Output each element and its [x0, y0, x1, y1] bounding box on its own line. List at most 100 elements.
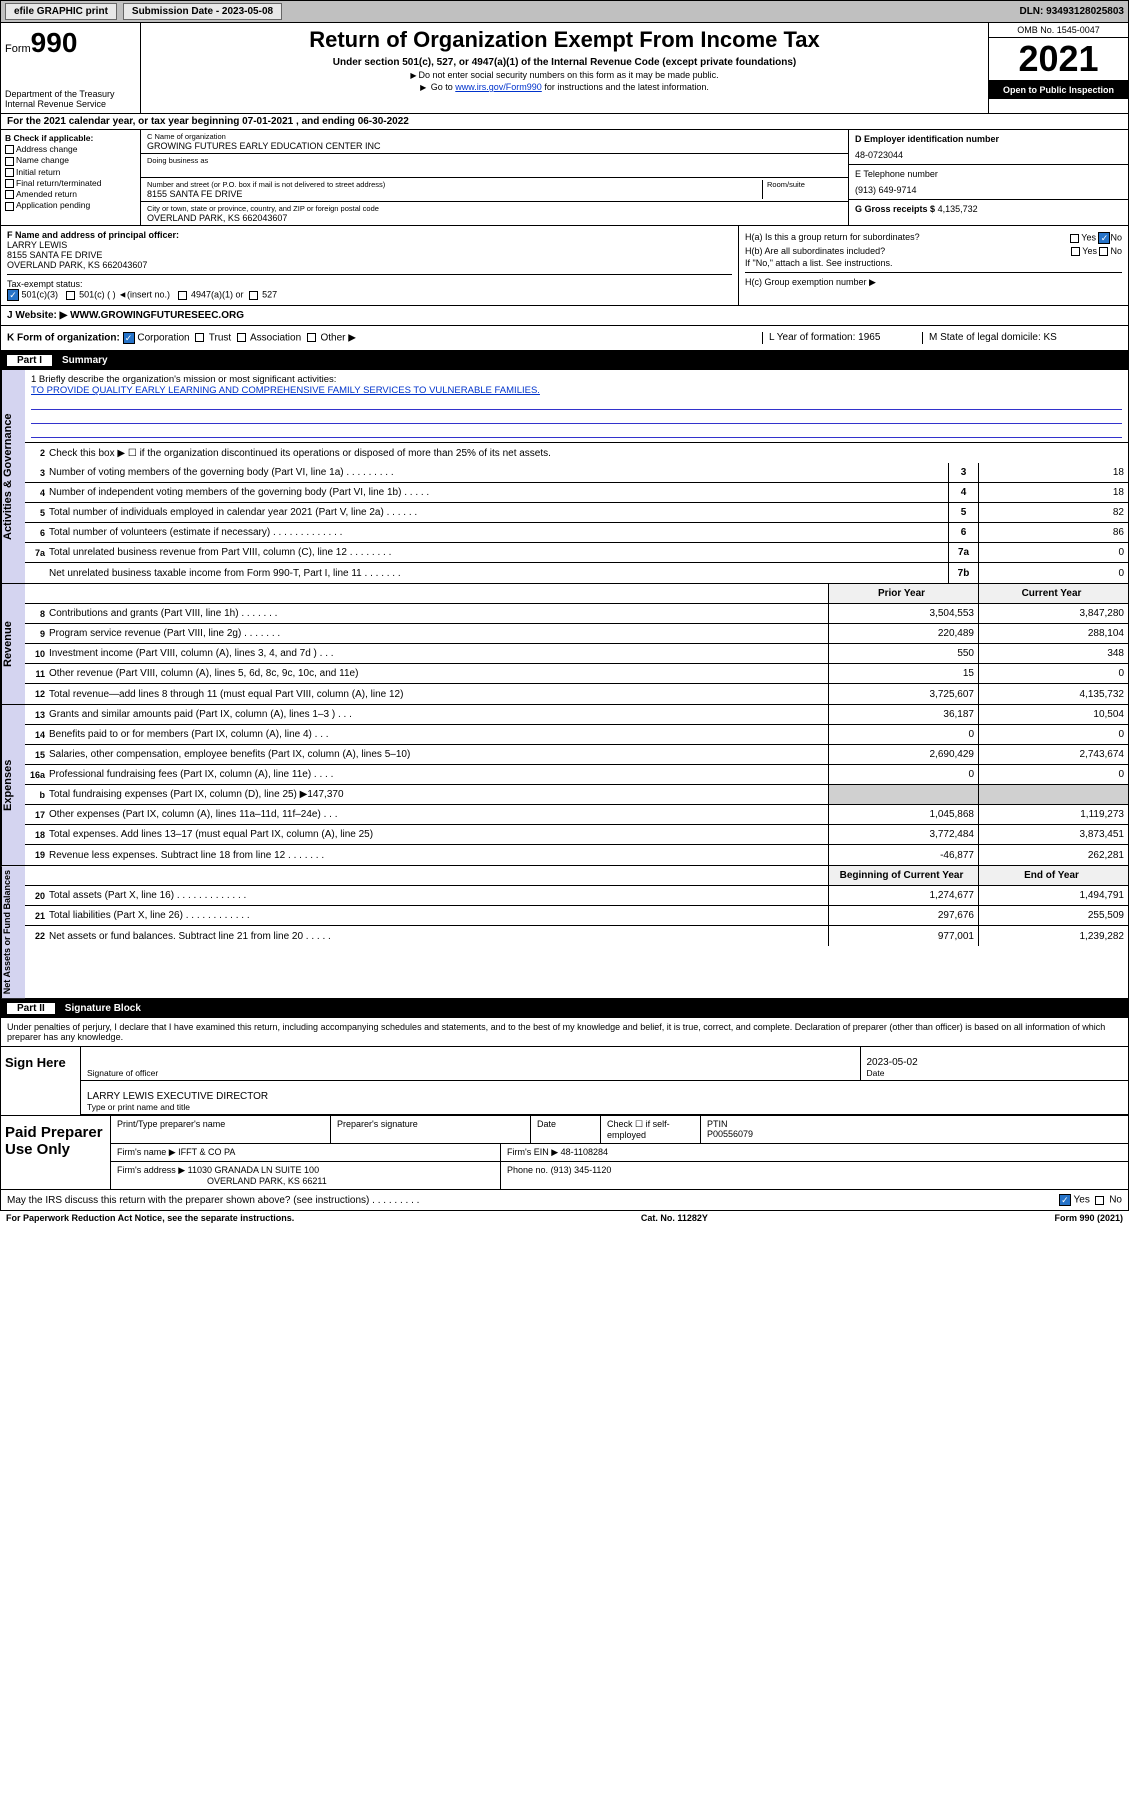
- vtab-rev: Revenue: [1, 584, 25, 704]
- website: WWW.GROWINGFUTURESEEC.ORG: [70, 310, 244, 321]
- irs-link[interactable]: www.irs.gov/Form990: [455, 82, 542, 92]
- cb-501c[interactable]: [66, 291, 75, 300]
- city-lbl: City or town, state or province, country…: [147, 204, 842, 213]
- ein-lbl: D Employer identification number: [855, 134, 1122, 144]
- row-k: K Form of organization: ✓ Corporation Tr…: [0, 326, 1129, 351]
- line-12: 12 Total revenue—add lines 8 through 11 …: [25, 684, 1128, 704]
- line-desc: Other revenue (Part VIII, column (A), li…: [49, 666, 828, 681]
- line-2: 2 Check this box ▶ ☐ if the organization…: [25, 443, 1128, 463]
- prior-val: 220,489: [828, 624, 978, 643]
- line-desc: Benefits paid to or for members (Part IX…: [49, 727, 828, 742]
- city-row: City or town, state or province, country…: [141, 202, 848, 225]
- sig-declaration: Under penalties of perjury, I declare th…: [1, 1018, 1128, 1046]
- begin-year-hdr: Beginning of Current Year: [828, 866, 978, 885]
- current-val: 0: [978, 725, 1128, 744]
- efile-btn[interactable]: efile GRAPHIC print: [5, 3, 117, 20]
- form-ref: Form 990 (2021): [1054, 1213, 1123, 1223]
- addr: 8155 SANTA FE DRIVE: [147, 189, 762, 199]
- line-21: 21 Total liabilities (Part X, line 26) .…: [25, 906, 1128, 926]
- gov-body: 1 Briefly describe the organization's mi…: [25, 370, 1128, 583]
- line-16a: 16a Professional fundraising fees (Part …: [25, 765, 1128, 785]
- discuss-no[interactable]: [1095, 1196, 1104, 1205]
- cb-final[interactable]: Final return/terminated: [5, 178, 136, 188]
- mission-txt: TO PROVIDE QUALITY EARLY LEARNING AND CO…: [31, 385, 1122, 396]
- ha-yes[interactable]: [1070, 234, 1079, 243]
- cb-other[interactable]: [307, 333, 316, 342]
- hb-row: H(b) Are all subordinates included? Yes …: [745, 246, 1122, 256]
- line-3: 3 Number of voting members of the govern…: [25, 463, 1128, 483]
- line-box: 5: [948, 503, 978, 522]
- line-desc: Total unrelated business revenue from Pa…: [49, 545, 948, 560]
- line-desc: Other expenses (Part IX, column (A), lin…: [49, 807, 828, 822]
- hb-no[interactable]: [1099, 247, 1108, 256]
- current-val: 3,873,451: [978, 825, 1128, 844]
- cb-527[interactable]: [249, 291, 258, 300]
- gov-section: Activities & Governance 1 Briefly descri…: [0, 370, 1129, 584]
- cb-corp[interactable]: ✓: [123, 332, 135, 344]
- vtab-gov: Activities & Governance: [1, 370, 25, 583]
- current-val: [978, 785, 1128, 804]
- current-val: 10,504: [978, 705, 1128, 724]
- submission-date: Submission Date - 2023-05-08: [123, 3, 282, 20]
- sig-officer[interactable]: Signature of officer: [81, 1047, 861, 1081]
- line-desc: Total revenue—add lines 8 through 11 (mu…: [49, 687, 828, 702]
- discuss-lbl: May the IRS discuss this return with the…: [7, 1195, 419, 1206]
- cb-assoc[interactable]: [237, 333, 246, 342]
- preparer-fields: Print/Type preparer's name Preparer's si…: [111, 1116, 1128, 1189]
- prior-val: 0: [828, 765, 978, 784]
- prior-val: 15: [828, 664, 978, 683]
- ha-no[interactable]: ✓: [1098, 232, 1110, 244]
- cat-no: Cat. No. 11282Y: [641, 1213, 708, 1223]
- addr-lbl: Number and street (or P.O. box if mail i…: [147, 180, 762, 189]
- current-val: 3,847,280: [978, 604, 1128, 623]
- org-name-lbl: C Name of organization: [147, 132, 842, 141]
- cb-initial[interactable]: Initial return: [5, 167, 136, 177]
- mission-block: 1 Briefly describe the organization's mi…: [25, 370, 1128, 443]
- state-domicile: M State of legal domicile: KS: [922, 332, 1122, 344]
- row-k-left: K Form of organization: ✓ Corporation Tr…: [7, 332, 762, 344]
- form-num: 990: [31, 27, 78, 58]
- line-20: 20 Total assets (Part X, line 16) . . . …: [25, 886, 1128, 906]
- cb-name[interactable]: Name change: [5, 155, 136, 165]
- discuss-yes[interactable]: ✓: [1059, 1194, 1071, 1206]
- sign-fields: Signature of officer 2023-05-02 Date LAR…: [81, 1047, 1128, 1115]
- sign-here-row: Sign Here Signature of officer 2023-05-0…: [1, 1046, 1128, 1115]
- prior-val: -46,877: [828, 845, 978, 865]
- form-prefix: Form: [5, 43, 31, 55]
- line-desc: Contributions and grants (Part VIII, lin…: [49, 606, 828, 621]
- prep-r3: Firm's address ▶ 11030 GRANADA LN SUITE …: [111, 1162, 1128, 1189]
- open-public: Open to Public Inspection: [989, 81, 1128, 99]
- prior-val: 550: [828, 644, 978, 663]
- line-desc: Total number of volunteers (estimate if …: [49, 525, 948, 540]
- prior-val: 3,725,607: [828, 684, 978, 704]
- footer: For Paperwork Reduction Act Notice, see …: [0, 1211, 1129, 1225]
- prior-val: 977,001: [828, 926, 978, 946]
- form-number: Form990: [5, 27, 136, 59]
- year-hdr: Prior Year Current Year: [25, 584, 1128, 604]
- cb-address[interactable]: Address change: [5, 144, 136, 154]
- cb-4947[interactable]: [178, 291, 187, 300]
- prep-r1: Print/Type preparer's name Preparer's si…: [111, 1116, 1128, 1144]
- line-desc: Total fundraising expenses (Part IX, col…: [49, 787, 828, 802]
- prep-self-lbl: Check ☐ if self-employed: [601, 1116, 701, 1143]
- tel-row: E Telephone number (913) 649-9714: [849, 165, 1128, 200]
- sig-name: LARRY LEWIS EXECUTIVE DIRECTOR Type or p…: [81, 1081, 1128, 1115]
- line-val: 18: [978, 483, 1128, 502]
- prior-val: 3,504,553: [828, 604, 978, 623]
- prior-val: [828, 785, 978, 804]
- line-desc: Total liabilities (Part X, line 26) . . …: [49, 908, 828, 923]
- cb-pending[interactable]: Application pending: [5, 200, 136, 210]
- mission-lbl: 1 Briefly describe the organization's mi…: [31, 374, 1122, 385]
- line-desc: Professional fundraising fees (Part IX, …: [49, 767, 828, 782]
- cb-amended[interactable]: Amended return: [5, 189, 136, 199]
- cb-trust[interactable]: [195, 333, 204, 342]
- hb-yes[interactable]: [1071, 247, 1080, 256]
- cb-501c3[interactable]: ✓: [7, 289, 19, 301]
- line-box: 6: [948, 523, 978, 542]
- col-b-hdr: B Check if applicable:: [5, 133, 136, 143]
- line-6: 6 Total number of volunteers (estimate i…: [25, 523, 1128, 543]
- top-bar: efile GRAPHIC print Submission Date - 20…: [0, 0, 1129, 22]
- firm-addr: Firm's address ▶ 11030 GRANADA LN SUITE …: [111, 1162, 501, 1189]
- vtab-exp: Expenses: [1, 705, 25, 865]
- line-desc: Program service revenue (Part VIII, line…: [49, 626, 828, 641]
